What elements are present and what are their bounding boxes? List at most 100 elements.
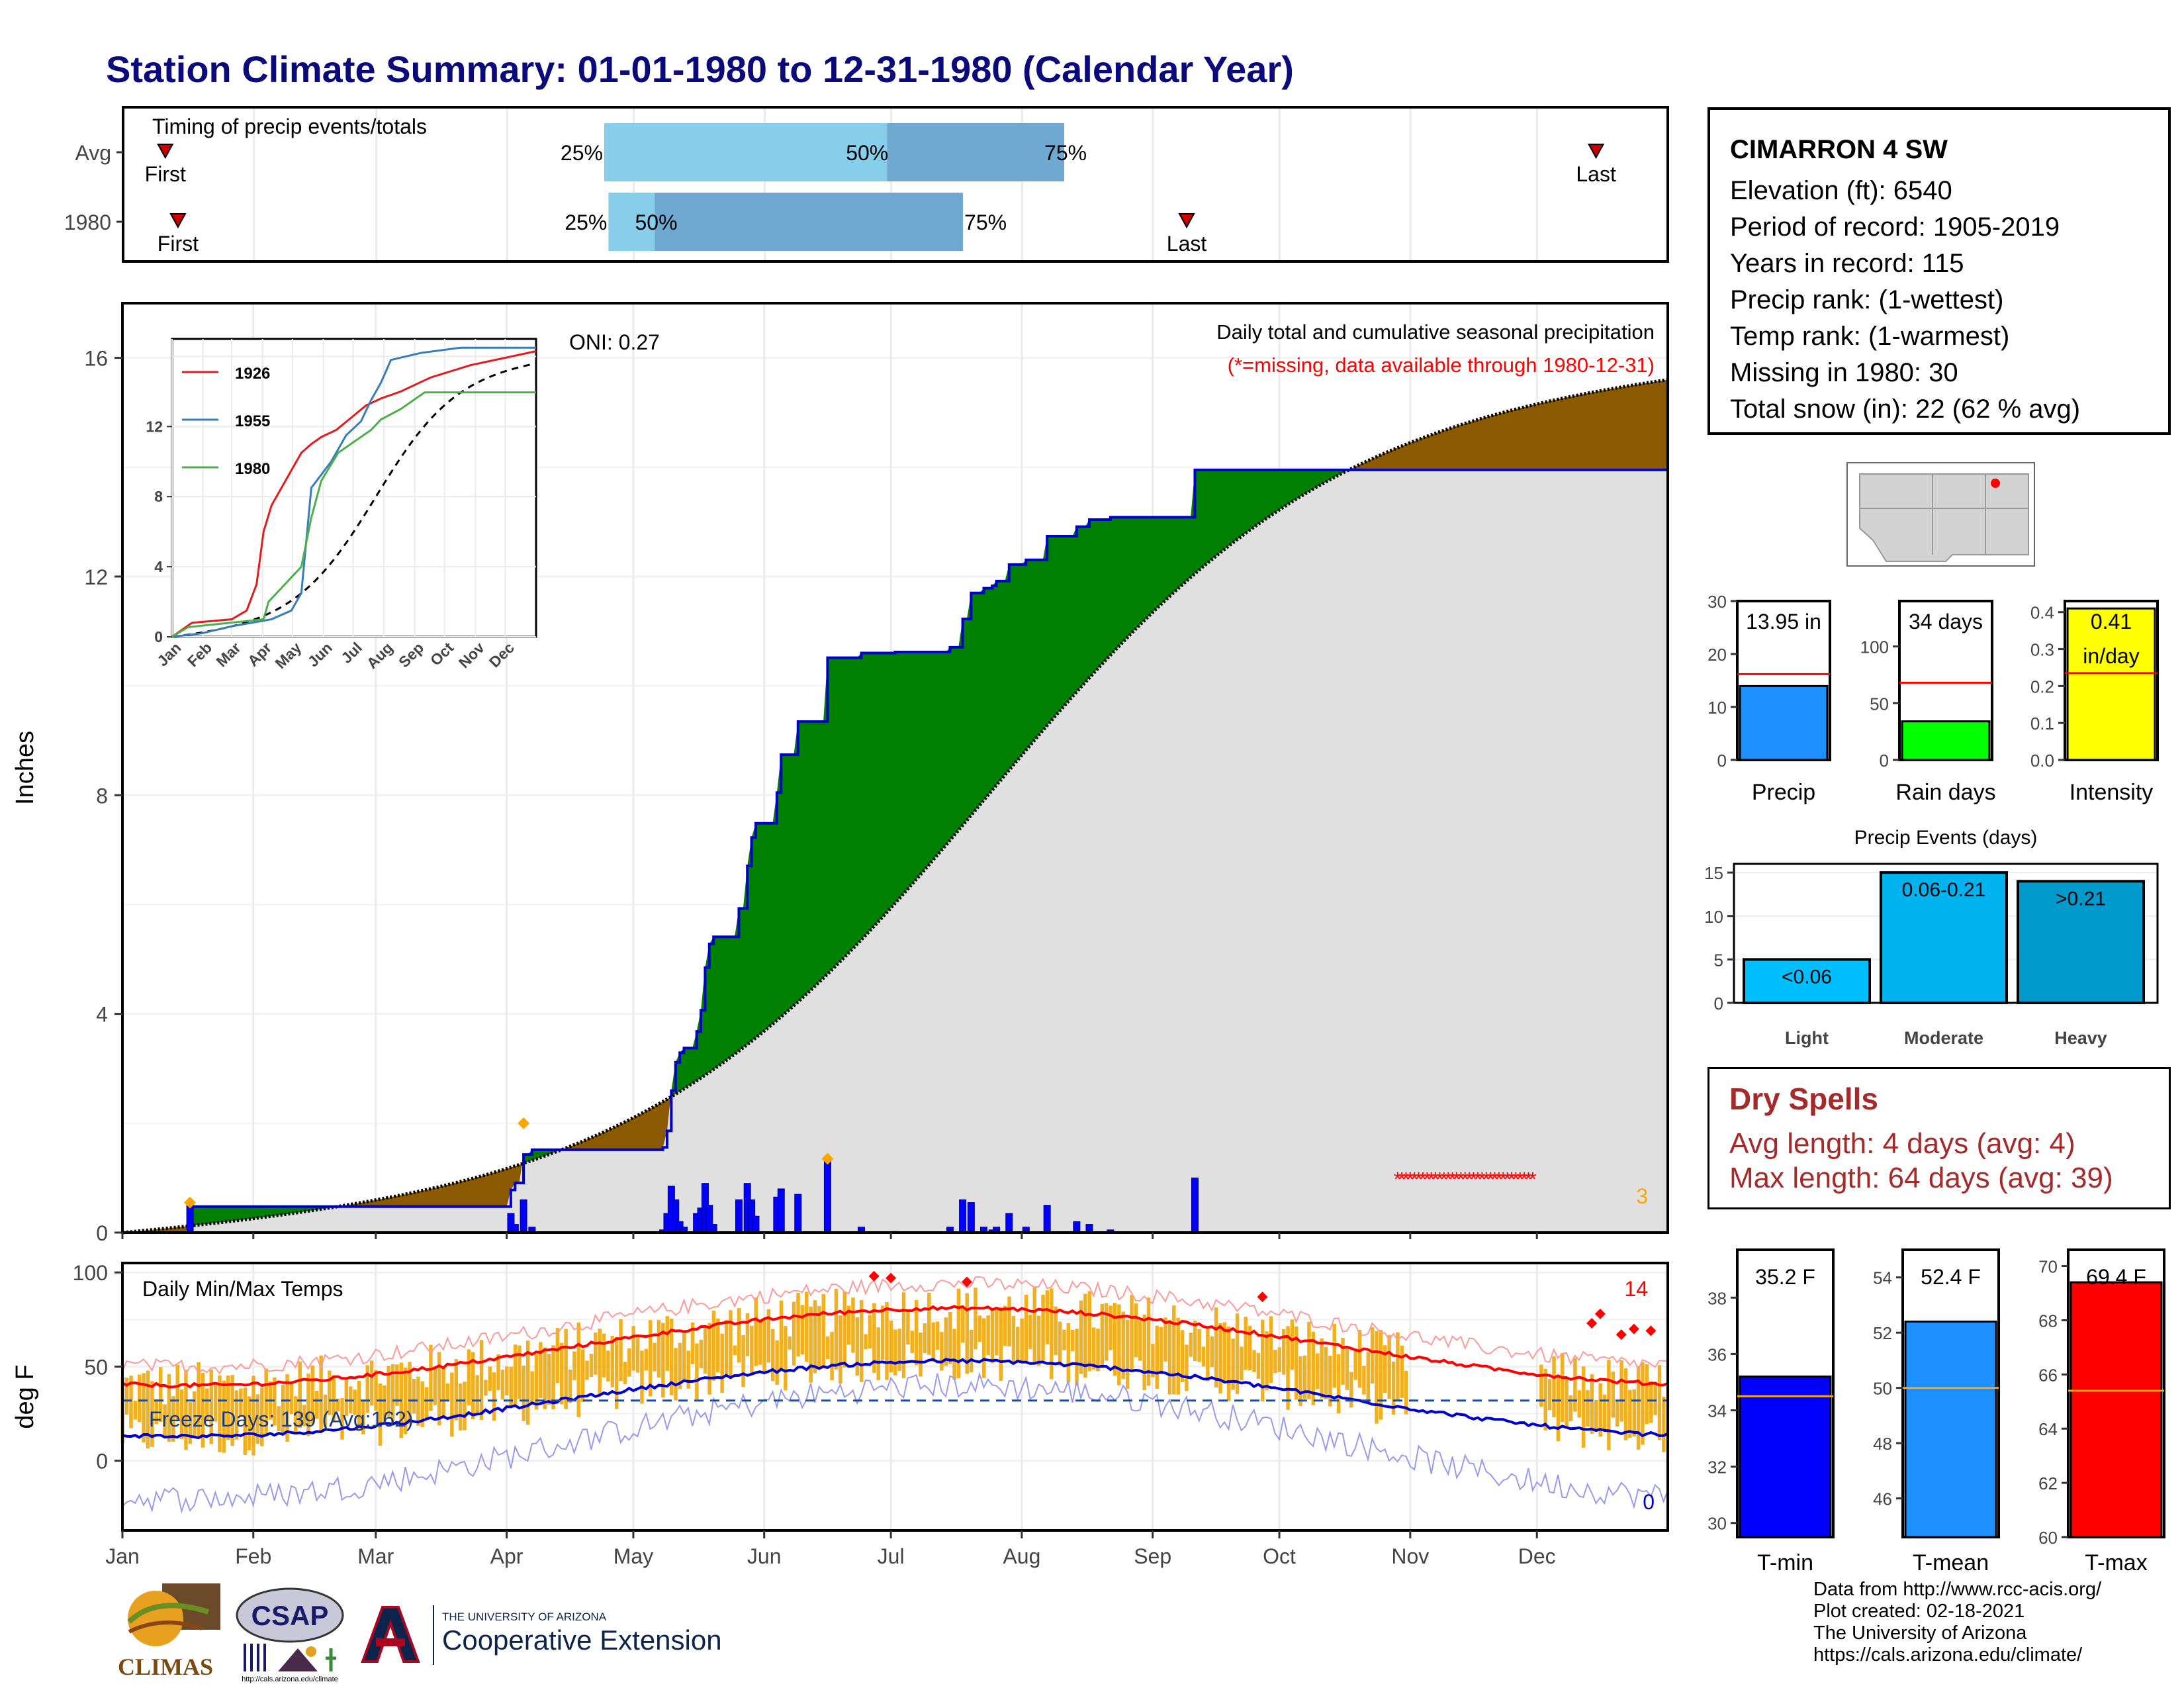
daily-temp-bar (530, 1371, 534, 1405)
daily-temp-bar (931, 1322, 935, 1362)
daily-temp-bar (298, 1361, 302, 1428)
temp-y-tick-label: 50 (84, 1355, 108, 1379)
daily-temp-bar (1370, 1327, 1375, 1384)
summary-tick-label: 50 (1870, 694, 1889, 714)
missing-marker: * (1394, 1168, 1402, 1190)
tbar-tick-label: 36 (1707, 1344, 1727, 1364)
missing-marker: * (1457, 1168, 1465, 1190)
inset-legend-label: 1980 (235, 460, 270, 478)
summary-tick-label: 0.3 (2030, 640, 2054, 660)
inset-series-1926 (171, 350, 537, 638)
daily-temp-bar (978, 1315, 982, 1342)
daily-precip-bar (777, 1188, 785, 1233)
missing-note: (*=missing, data available through 1980-… (1228, 353, 1655, 377)
daily-temp-bar (614, 1336, 619, 1409)
daily-temp-bar (1290, 1319, 1295, 1370)
daily-temp-bar (209, 1370, 213, 1444)
temp-chart-label: Daily Min/Max Temps (142, 1277, 343, 1301)
dry-spells-avg: Avg length: 4 days (avg: 4) (1729, 1127, 2075, 1160)
missing-marker: * (1415, 1168, 1423, 1190)
missing-marker: * (1520, 1168, 1528, 1190)
daily-temp-bar (319, 1355, 323, 1431)
summary-tick-label: 0 (1880, 751, 1889, 771)
tbar-tick-label: 60 (2038, 1528, 2058, 1548)
daily-temp-bar (775, 1340, 779, 1385)
daily-temp-bar (999, 1307, 1003, 1382)
climas-logo-text: CLIMAS (118, 1654, 213, 1680)
daily-temp-bar (1375, 1331, 1379, 1424)
daily-temp-bar (226, 1375, 230, 1440)
daily-temp-bar (357, 1380, 361, 1430)
record-low-count: 0 (1643, 1490, 1655, 1514)
month-label-jul: Jul (878, 1544, 905, 1568)
events-tick-label: 0 (1714, 994, 1723, 1013)
month-label-sep: Sep (1134, 1544, 1171, 1568)
daily-temp-bar (564, 1329, 568, 1409)
month-label-jan: Jan (105, 1544, 140, 1568)
daily-temp-bar (1244, 1317, 1248, 1370)
daily-temp-bar (1328, 1356, 1332, 1407)
summary-tick-label: 0.0 (2030, 751, 2054, 771)
temp-frame (121, 1262, 1669, 1532)
month-label-dec: Dec (1518, 1544, 1556, 1568)
tbar-tick-label: 30 (1707, 1514, 1727, 1534)
daily-temp-bar (1054, 1306, 1058, 1356)
inset-y-tick-label: 12 (146, 418, 163, 435)
daily-temp-bar (821, 1293, 826, 1368)
missing-marker: * (1440, 1168, 1448, 1190)
temp-summary-bars: 35.2 F 30 32 34 36 38 T-min 52.4 F 46 48 50 52 54 T-m… (1707, 1248, 2165, 1575)
daily-temp-bar (986, 1315, 990, 1356)
daily-temp-bar (1130, 1295, 1134, 1370)
daily-temp-bar (1404, 1370, 1408, 1415)
missing-marker: * (1470, 1168, 1478, 1190)
daily-temp-bar (648, 1320, 653, 1397)
daily-temp-bar (420, 1381, 424, 1427)
daily-temp-bar (724, 1319, 729, 1375)
summary-label: Rain days (1895, 780, 1995, 805)
daily-temp-bar (496, 1354, 500, 1391)
daily-temp-bar (961, 1307, 965, 1343)
tbar-value-text: 69.4 F (2086, 1265, 2146, 1289)
daily-temp-bar (369, 1360, 374, 1406)
tbar-tick-label: 62 (2038, 1474, 2058, 1493)
below-average-fill (122, 379, 1668, 1233)
daily-temp-bar (1028, 1314, 1032, 1350)
precip-chart: *********************************0481216… (11, 302, 1669, 1245)
daily-temp-bar (906, 1309, 910, 1345)
tbar-t-mean (1904, 1321, 1997, 1538)
record-high-marker (1257, 1291, 1268, 1303)
daily-temp-bar (1121, 1311, 1126, 1380)
daily-temp-bar (859, 1300, 864, 1383)
missing-marker: * (1512, 1168, 1520, 1190)
daily-temp-bar (1573, 1358, 1577, 1412)
missing-marker: * (1402, 1168, 1410, 1190)
daily-temp-bar (1062, 1329, 1066, 1350)
tbar-tick-label: 34 (1707, 1401, 1727, 1421)
daily-temp-bar (711, 1311, 716, 1381)
timing-first-marker (169, 213, 187, 229)
daily-temp-bar (825, 1336, 830, 1360)
daily-temp-bar (576, 1322, 581, 1417)
main-y-tick-label: 16 (84, 347, 108, 371)
daily-temp-bar (416, 1376, 420, 1426)
tbar-label: T-mean (1913, 1550, 1989, 1575)
tbar-label: T-min (1757, 1550, 1813, 1575)
daily-temp-bar (766, 1309, 771, 1363)
daily-temp-bar (1066, 1323, 1071, 1383)
month-label-aug: Aug (1003, 1544, 1040, 1568)
main-y-tick-label: 0 (96, 1221, 108, 1245)
daily-temp-bar (285, 1374, 289, 1442)
daily-temp-bar (940, 1332, 944, 1371)
daily-temp-bar (699, 1339, 704, 1368)
daily-temp-bar (619, 1319, 623, 1382)
daily-temp-bar (1302, 1355, 1307, 1399)
daily-temp-bar (1345, 1347, 1349, 1390)
daily-temp-bar (403, 1368, 408, 1434)
daily-temp-bar (255, 1394, 260, 1444)
events-bar-moderate (1880, 871, 2008, 1004)
daily-temp-bar (897, 1329, 901, 1372)
daily-temp-bar (1298, 1356, 1302, 1407)
credits: Data from http://www.rcc-acis.org/ Plot … (1813, 1579, 2101, 1666)
daily-temp-bar (846, 1305, 851, 1345)
daily-temp-bar (851, 1297, 855, 1353)
